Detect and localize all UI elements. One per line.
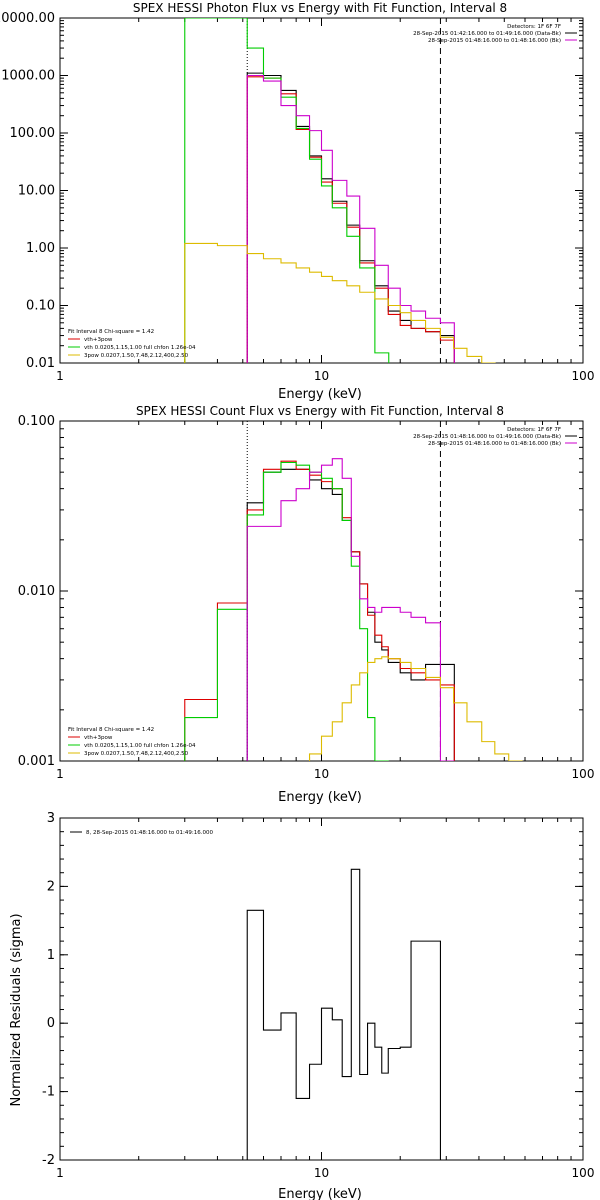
residuals-y-label: Normalized Residuals (sigma)	[9, 913, 24, 1106]
legend-entry-text: Fit Interval 8 Chi-square = 1.42	[68, 329, 154, 335]
data-series-line	[246, 74, 455, 363]
data-series-line	[184, 460, 455, 761]
legend-entry-text: 8, 28-Sep-2015 01:48:16.000 to 01:49:16.…	[86, 830, 213, 836]
y-tick-label: 0.010	[18, 584, 55, 599]
count-flux-x-label: Energy (keV)	[278, 790, 362, 805]
legend-entry-text: 28-Sep-2015 01:42:16.000 to 01:49:16.000…	[413, 31, 561, 37]
y-tick-label: 1	[47, 948, 55, 963]
y-tick-label: 100.00	[10, 126, 56, 141]
plot-frame	[59, 817, 584, 1161]
legend-entry-text: 28-Sep-2015 01:48:16.000 to 01:48:16.000…	[428, 38, 561, 44]
x-tick-label: 10	[314, 767, 329, 781]
y-tick-label: 1000.00	[1, 69, 55, 84]
y-tick-label: 10.00	[18, 184, 55, 199]
y-tick-label: 1.00	[26, 241, 55, 256]
y-tick-label: 0.001	[18, 754, 55, 769]
residuals-panel: Energy (keV) Normalized Residuals (sigma…	[9, 811, 594, 1200]
y-tick-label: 2	[47, 879, 55, 894]
data-series-line	[184, 461, 389, 761]
data-series-line	[246, 868, 455, 1160]
count-flux-panel: SPEX HESSI Count Flux vs Energy with Fit…	[18, 404, 595, 805]
count-flux-title: SPEX HESSI Count Flux vs Energy with Fit…	[136, 404, 504, 418]
x-tick-label: 100	[572, 369, 595, 383]
residuals-x-label: Energy (keV)	[278, 1187, 362, 1200]
x-tick-label: 100	[572, 767, 595, 781]
y-tick-label: 0	[47, 1016, 55, 1031]
plot-frame	[59, 17, 584, 364]
data-series-line	[184, 18, 390, 363]
x-tick-label: 10	[314, 369, 329, 383]
data-series-line	[246, 72, 455, 363]
photon-flux-x-label: Energy (keV)	[278, 387, 362, 402]
x-tick-label: 100	[572, 1166, 595, 1180]
y-tick-label: 0.100	[18, 414, 55, 429]
x-tick-label: 1	[56, 1166, 64, 1180]
y-tick-label: -2	[42, 1153, 55, 1168]
x-tick-label: 1	[56, 369, 64, 383]
photon-flux-title: SPEX HESSI Photon Flux vs Energy with Fi…	[133, 1, 507, 15]
legend-entry-text: Detectors: 1F 6F 7F	[507, 24, 561, 30]
x-tick-label: 10	[314, 1166, 329, 1180]
legend-entry-text: 28-Sep-2015 01:48:16.000 to 01:48:16.000…	[428, 441, 561, 447]
y-tick-label: -1	[42, 1085, 55, 1100]
photon-flux-panel: SPEX HESSI Photon Flux vs Energy with Fi…	[0, 1, 594, 402]
data-series-line	[184, 242, 496, 363]
data-series-line	[246, 458, 455, 761]
y-tick-label: 0.10	[26, 299, 55, 314]
y-tick-label: 0.01	[26, 356, 55, 371]
legend-entry-text: 28-Sep-2015 01:48:16.000 to 01:49:16.000…	[413, 434, 561, 440]
legend-entry-text: 3pow 0.0207,1.50,7.48,2.12,400,2.50	[84, 353, 189, 359]
y-tick-label: 3	[47, 811, 55, 826]
legend-entry-text: vth 0.0205,1.15,1.00 full chfon 1.26e-04	[84, 345, 196, 351]
legend-entry-text: Fit Interval 8 Chi-square = 1.42	[68, 727, 154, 733]
legend-entry-text: vth+3pow	[84, 337, 113, 343]
data-series-line	[246, 76, 455, 363]
legend-entry-text: vth 0.0205,1.15,1.00 full chfon 1.26e-04	[84, 743, 196, 749]
data-series-line	[308, 656, 523, 761]
legend-entry-text: Detectors: 1F 6F 7F	[507, 427, 561, 433]
legend-entry-text: 3pow 0.0207,1.50,7.48,2.12,400,2.50	[84, 751, 189, 757]
x-tick-label: 1	[56, 767, 64, 781]
y-tick-label: 10000.00	[0, 11, 55, 26]
legend-entry-text: vth+3pow	[84, 735, 113, 741]
